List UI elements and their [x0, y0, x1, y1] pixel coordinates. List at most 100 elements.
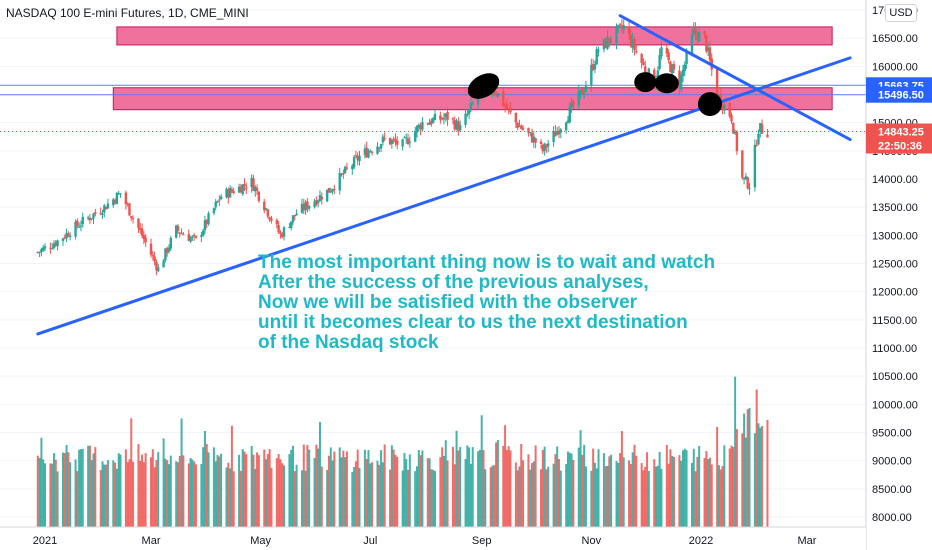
candle-body — [683, 64, 686, 72]
volume-bar — [439, 457, 442, 527]
volume-bar — [99, 470, 102, 527]
candle-body — [174, 225, 178, 238]
volume-bar — [52, 453, 55, 527]
volume-bar — [710, 464, 713, 527]
candle-body — [103, 205, 106, 213]
volume-bar — [239, 470, 242, 527]
volume-bar — [331, 460, 334, 527]
candle-body — [293, 215, 297, 217]
candle-body — [593, 64, 597, 70]
candle-body — [207, 213, 210, 224]
volume-bar — [559, 470, 562, 527]
candle-body — [572, 101, 575, 106]
price-tick-label: 8000.00 — [872, 512, 912, 524]
candle-body — [748, 188, 751, 190]
candle-body — [759, 123, 762, 133]
volume-bar — [155, 460, 158, 527]
candle-body — [79, 225, 83, 227]
volume-bar — [256, 452, 259, 527]
currency-badge[interactable]: USD — [885, 4, 917, 22]
volume-bar — [692, 448, 695, 527]
volume-bar — [610, 454, 613, 527]
volume-bar — [243, 451, 246, 527]
volume-bar — [150, 457, 153, 527]
candle-body — [351, 165, 354, 170]
candle-body — [696, 32, 699, 41]
candle-body — [602, 38, 606, 50]
volume-bar — [496, 440, 499, 527]
candle-body — [694, 27, 697, 35]
volume-bar — [329, 447, 332, 527]
candle-body — [338, 173, 341, 191]
volume-bar — [428, 458, 431, 527]
candle-body — [620, 25, 624, 29]
volume-bar — [421, 450, 424, 527]
candle-body — [428, 122, 431, 125]
volume-bar — [114, 462, 117, 527]
candle-body — [467, 109, 471, 114]
volume-bar — [189, 458, 192, 527]
candle-body — [43, 246, 47, 249]
volume-bar — [203, 430, 206, 527]
candle-body — [529, 132, 532, 134]
volume-bar — [338, 447, 341, 527]
volume-bar — [522, 460, 525, 527]
candle-body — [554, 131, 557, 137]
candle-body — [77, 226, 81, 228]
candle-body — [681, 69, 685, 76]
candle-body — [106, 203, 110, 209]
candle-body — [444, 113, 447, 117]
volume-bar — [658, 451, 661, 527]
volume-bar — [49, 463, 52, 527]
volume-bar — [88, 445, 91, 527]
candle-body — [304, 202, 307, 211]
candle-body — [149, 243, 153, 255]
volume-bar — [65, 444, 68, 527]
candle-body — [741, 150, 744, 178]
volume-bar — [42, 459, 45, 527]
candle-body — [124, 192, 128, 205]
candle-body — [356, 155, 359, 161]
candle-body — [667, 52, 670, 61]
candle-body — [717, 94, 721, 98]
candle-body — [228, 188, 232, 198]
candle-body — [300, 203, 304, 213]
volume-bar — [728, 448, 731, 527]
price-tick-label: 8500.00 — [872, 484, 912, 496]
candle-body — [730, 115, 733, 122]
volume-bar — [656, 465, 659, 527]
volume-bar — [38, 457, 41, 527]
volume-bar — [168, 464, 171, 527]
volume-bar — [592, 448, 595, 527]
volume-bar — [270, 467, 273, 527]
volume-bar — [353, 466, 356, 527]
candle-body — [744, 176, 748, 180]
candle-body — [439, 115, 442, 120]
candles-layer — [36, 19, 769, 276]
volume-bar — [444, 440, 447, 527]
volume-bar — [175, 461, 178, 527]
volume-bar — [230, 425, 233, 527]
candle-body — [76, 220, 79, 227]
candle-body — [457, 121, 460, 132]
volume-bar — [748, 407, 751, 527]
candle-body — [755, 144, 758, 146]
volume-bar — [660, 468, 663, 527]
candle-body — [543, 143, 546, 151]
volume-bar — [646, 452, 649, 527]
volume-bar — [417, 449, 420, 527]
volume-bar — [761, 426, 764, 527]
candle-body — [40, 249, 43, 253]
price-tick-label: 14000.00 — [872, 174, 918, 186]
volume-bar — [464, 459, 467, 527]
volume-bar — [671, 455, 674, 527]
candle-body — [65, 232, 68, 239]
candle-body — [176, 226, 180, 231]
volume-bar — [94, 447, 97, 527]
candle-body — [191, 236, 194, 238]
volume-bar — [545, 469, 548, 527]
volume-bar — [744, 437, 747, 527]
volume-bar — [531, 463, 534, 527]
volume-bar — [680, 460, 683, 527]
volume-bar — [358, 467, 361, 527]
